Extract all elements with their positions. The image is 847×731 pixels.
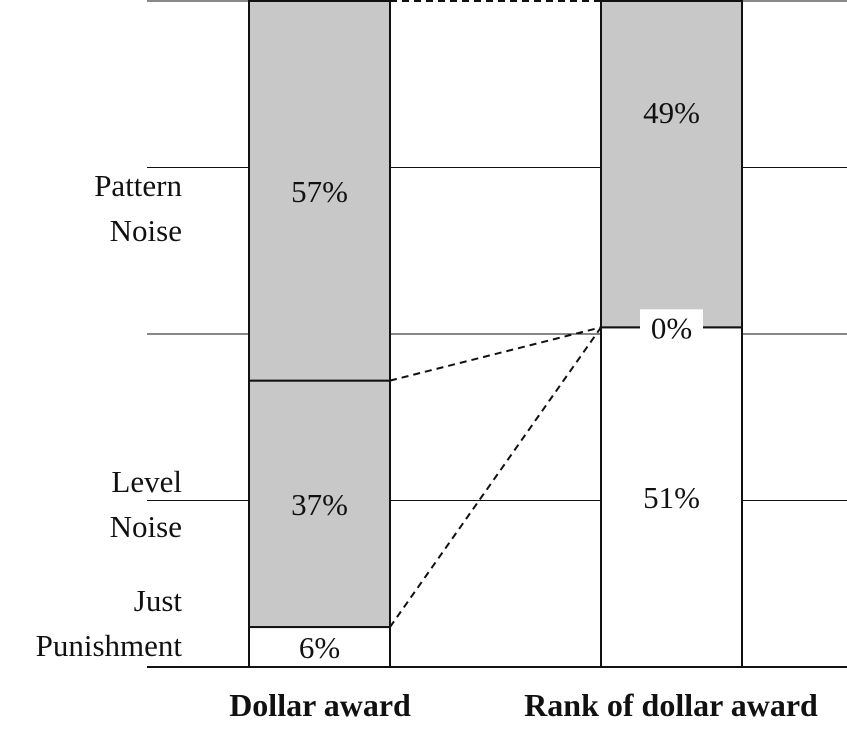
bar-0-segment-1 [248, 379, 391, 629]
value-label-0-2: 57% [291, 174, 348, 209]
value-label-1-2: 49% [643, 95, 700, 130]
bar-1-segment-2 [600, 0, 743, 329]
value-label-1-1: 0% [651, 310, 692, 345]
category-label-dollar-award: Dollar award [229, 687, 411, 723]
label-level: Level [111, 464, 182, 499]
label-just: Just [134, 583, 183, 618]
bar-0-segment-0 [248, 626, 391, 668]
value-label-1-0: 51% [643, 480, 700, 515]
left-labels: Pattern Noise Level Noise Just Punishmen… [36, 168, 183, 663]
label-pattern: Pattern [94, 168, 182, 203]
dashed-connectors [389, 0, 602, 628]
category-label-rank-of-dollar-award: Rank of dollar award [524, 687, 818, 723]
label-pattern-noise: Noise [110, 213, 182, 248]
value-labels: 6% 37% 57% 51% 0% 49% [291, 95, 703, 665]
label-level-noise: Noise [110, 509, 182, 544]
connector-2 [389, 326, 602, 382]
category-labels: Dollar award Rank of dollar award [229, 687, 818, 723]
bars [248, 0, 743, 668]
value-label-bg-1-1 [640, 309, 703, 346]
value-label-0-0: 6% [299, 630, 340, 665]
bar-0-segment-2 [248, 0, 391, 382]
connector-1 [389, 326, 602, 628]
label-punishment: Punishment [36, 628, 183, 663]
value-label-0-1: 37% [291, 487, 348, 522]
